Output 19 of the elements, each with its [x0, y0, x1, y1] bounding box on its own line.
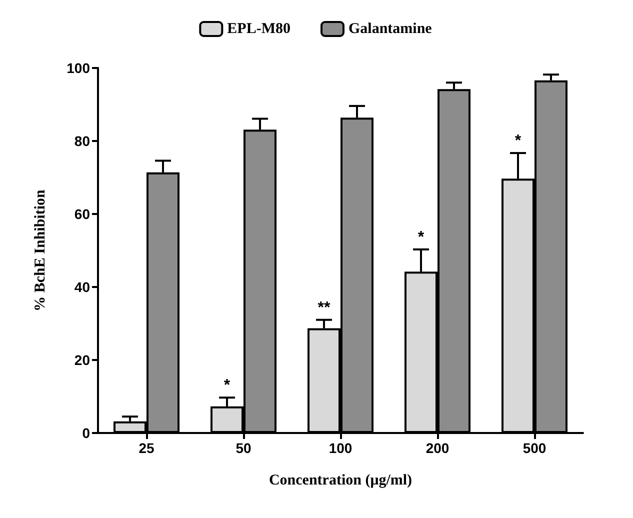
annotation: * — [418, 228, 425, 246]
y-tick-label: 20 — [74, 352, 90, 368]
y-tick-label: 0 — [82, 425, 90, 441]
y-axis-title: % BchE Inhibition — [32, 188, 48, 312]
y-tick-label: 100 — [66, 60, 90, 76]
legend-label: EPL-M80 — [227, 21, 290, 37]
x-tick-label: 50 — [236, 440, 252, 456]
annotation: * — [224, 377, 231, 394]
y-tick-label: 40 — [74, 279, 90, 295]
y-tick-label: 60 — [74, 206, 90, 222]
x-tick-label: 200 — [426, 440, 450, 456]
legend-label: Galantamine — [348, 21, 432, 37]
x-tick-label: 25 — [138, 440, 154, 456]
annotation: ** — [318, 299, 331, 316]
annotation: * — [514, 132, 522, 150]
x-tick-label: 100 — [328, 440, 352, 456]
y-tick-label: 80 — [74, 133, 90, 149]
x-tick-label: 500 — [522, 440, 546, 456]
x-axis-title: Concentration (μg/ml) — [268, 472, 412, 488]
